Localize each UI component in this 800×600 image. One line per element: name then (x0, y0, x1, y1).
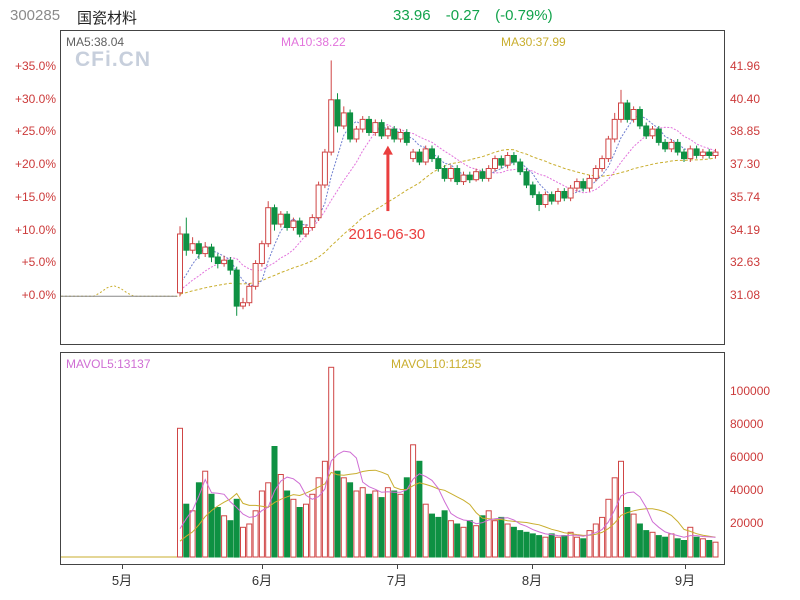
percent-axis-label: +0.0% (21, 288, 56, 303)
volume-axis-label: 80000 (730, 417, 764, 431)
volume-chart-panel: MAVOL5:13137 MAVOL10:11255 (60, 352, 725, 565)
volume-axis-label: 100000 (730, 384, 771, 398)
header: 300285 国瓷材料 33.96 -0.27 (-0.79%) (0, 7, 800, 27)
price-axis-label: 35.74 (730, 189, 761, 204)
price-axis-label: 31.08 (730, 288, 761, 303)
month-tick (532, 565, 533, 569)
percent-axis-label: +25.0% (14, 124, 56, 139)
month-tick (397, 565, 398, 569)
price-axis-label: 34.19 (730, 222, 761, 237)
price-change: -0.27 (445, 7, 480, 24)
percent-axis-label: +5.0% (21, 255, 56, 270)
last-price: 33.96 (393, 7, 431, 24)
month-label: 7月 (386, 573, 408, 588)
price-axis-label: 41.96 (730, 59, 761, 73)
percent-axis-label: +20.0% (14, 157, 56, 172)
price-change-percent: (-0.79%) (495, 7, 553, 24)
price-axis-label: 32.63 (730, 255, 761, 270)
price-axis-label: 37.30 (730, 157, 761, 172)
stock-code: 300285 (10, 7, 61, 24)
price-chart-panel: CFi.CN MA5:38.04 MA10:38.22 MA30:37.99 (60, 30, 725, 345)
stock-name: 国瓷材料 (77, 10, 138, 27)
percent-axis-label: +35.0% (14, 59, 56, 73)
volume-axis-label: 20000 (730, 516, 764, 530)
month-tick (122, 565, 123, 569)
mavol5-legend: MAVOL5:13137 (66, 357, 151, 371)
volume-axis-label: 40000 (730, 483, 764, 497)
volume-axis-label: 60000 (730, 450, 764, 464)
month-label: 8月 (521, 573, 543, 588)
month-tick (262, 565, 263, 569)
month-label: 9月 (674, 573, 696, 588)
percent-axis-label: +10.0% (14, 222, 56, 237)
month-label: 5月 (111, 573, 133, 588)
ma30-legend: MA30:37.99 (501, 35, 566, 49)
month-tick (685, 565, 686, 569)
month-label: 6月 (251, 573, 273, 588)
price-axis-label: 38.85 (730, 124, 761, 139)
annotation-date-label: 2016-06-30 (348, 226, 426, 244)
ma5-legend: MA5:38.04 (66, 35, 125, 49)
candlestick-chart (61, 60, 719, 316)
watermark: CFi.CN (75, 48, 151, 71)
mavol10-legend: MAVOL10:11255 (391, 357, 482, 371)
percent-axis-label: +30.0% (14, 91, 56, 106)
quote: 33.96 -0.27 (-0.79%) (393, 7, 564, 24)
volume-chart (61, 366, 719, 558)
ma10-legend: MA10:38.22 (281, 35, 346, 49)
price-axis-label: 40.40 (730, 91, 761, 106)
percent-axis-label: +15.0% (14, 189, 56, 204)
